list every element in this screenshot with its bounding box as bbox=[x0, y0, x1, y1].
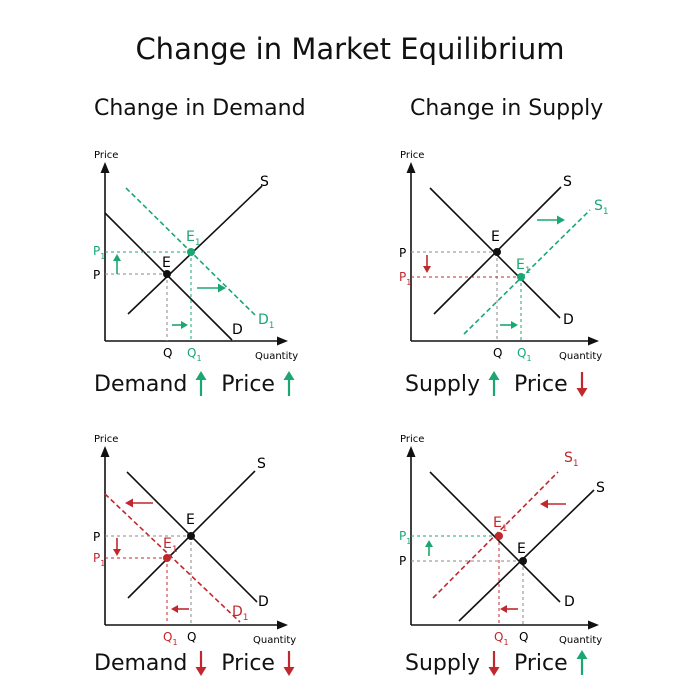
arrow-down-icon bbox=[488, 651, 500, 676]
equilibrium-e1 bbox=[517, 273, 525, 281]
summary-right-label: Price bbox=[221, 371, 275, 397]
tick-p1: P1 bbox=[93, 551, 105, 568]
tick-p1: P1 bbox=[93, 244, 105, 261]
axes bbox=[406, 446, 599, 630]
label-d1: D1 bbox=[258, 312, 275, 331]
equilibrium-e bbox=[519, 557, 527, 565]
section-title-demand: Change in Demand bbox=[94, 96, 306, 121]
tick-q1: Q1 bbox=[494, 630, 509, 647]
panel-supply-increase: Price Quantity S D S1 E E1 P P1 Q Q1 bbox=[386, 148, 700, 368]
label-e: E bbox=[162, 255, 171, 271]
label-s: S bbox=[563, 174, 572, 190]
label-e1: E1 bbox=[186, 229, 201, 248]
arrow-down-icon bbox=[576, 372, 588, 397]
axes bbox=[100, 446, 288, 630]
summary-left-label: Demand bbox=[94, 371, 188, 397]
demand-curve-d1 bbox=[104, 493, 241, 623]
equilibrium-e1 bbox=[495, 532, 503, 540]
summary-right-label: Price bbox=[513, 371, 568, 397]
panel-supply-decrease: Price Quantity S D S1 E E1 P1 P Q1 Q bbox=[386, 432, 700, 652]
arrow-up-icon bbox=[195, 371, 207, 396]
tick-q: Q bbox=[493, 346, 502, 360]
label-e1: E1 bbox=[516, 257, 531, 276]
x-axis-label: Quantity bbox=[559, 351, 602, 362]
equilibrium-e bbox=[493, 248, 501, 256]
summary-demand-increase: Demand Price bbox=[94, 367, 295, 401]
tick-q1: Q1 bbox=[187, 346, 202, 363]
equilibrium-e bbox=[163, 270, 171, 278]
shift-arrows bbox=[500, 215, 565, 329]
summary-right-label: Price bbox=[221, 650, 275, 676]
x-axis-label: Quantity bbox=[253, 635, 296, 646]
shift-arrows bbox=[113, 498, 189, 613]
label-d: D bbox=[563, 312, 574, 328]
label-e: E bbox=[517, 541, 526, 557]
y-axis-label: Price bbox=[400, 434, 424, 445]
axes bbox=[100, 162, 288, 346]
label-d: D bbox=[258, 594, 269, 610]
summary-supply-decrease: Supply Price bbox=[405, 646, 588, 680]
tick-p1: P1 bbox=[399, 270, 411, 287]
arrow-up-icon bbox=[576, 650, 588, 675]
x-axis-label: Quantity bbox=[559, 635, 602, 646]
arrow-up-icon bbox=[283, 371, 295, 396]
label-s1: S1 bbox=[594, 198, 609, 217]
summary-right-label: Price bbox=[513, 650, 568, 676]
summary-supply-increase: Supply Price bbox=[405, 367, 588, 401]
x-axis-label: Quantity bbox=[255, 351, 298, 362]
equilibrium-e bbox=[187, 532, 195, 540]
supply-curve-s bbox=[458, 489, 595, 622]
price-down-arrow bbox=[423, 255, 431, 273]
tick-p: P bbox=[93, 530, 100, 544]
arrow-down-icon bbox=[283, 651, 295, 676]
y-axis-label: Price bbox=[94, 434, 118, 445]
tick-q: Q bbox=[163, 346, 172, 360]
equilibrium-e1 bbox=[163, 554, 171, 562]
tick-q: Q bbox=[187, 630, 196, 644]
panel-demand-decrease: Price Quantity S D D1 E E1 P P1 Q1 Q bbox=[80, 432, 400, 652]
summary-left-label: Demand bbox=[94, 650, 188, 676]
axes bbox=[406, 162, 599, 346]
summary-left-label: Supply bbox=[405, 371, 480, 397]
label-d1: D1 bbox=[232, 604, 249, 623]
page-title: Change in Market Equilibrium bbox=[135, 32, 565, 66]
label-s: S bbox=[257, 456, 266, 472]
label-e1: E1 bbox=[493, 515, 508, 534]
demand-curve-d bbox=[429, 471, 561, 603]
label-s1: S1 bbox=[564, 450, 579, 469]
tick-p: P bbox=[399, 246, 406, 260]
tick-p1: P1 bbox=[399, 529, 411, 546]
tick-q1: Q1 bbox=[517, 346, 532, 363]
tick-p: P bbox=[399, 554, 406, 568]
label-e1: E1 bbox=[163, 536, 178, 555]
section-title-supply: Change in Supply bbox=[410, 96, 604, 121]
summary-demand-decrease: Demand Price bbox=[94, 646, 295, 680]
label-s: S bbox=[596, 480, 605, 496]
y-axis-label: Price bbox=[400, 150, 424, 161]
label-e: E bbox=[186, 512, 195, 528]
price-up-arrow bbox=[425, 540, 433, 556]
supply-curve-s bbox=[127, 185, 263, 315]
shift-arrows bbox=[113, 254, 226, 329]
y-axis-label: Price bbox=[94, 150, 118, 161]
equilibrium-e1 bbox=[187, 248, 195, 256]
arrow-up-icon bbox=[488, 371, 500, 396]
supply-curve-s1 bbox=[463, 209, 591, 335]
label-d: D bbox=[232, 322, 243, 338]
label-e: E bbox=[491, 229, 500, 245]
tick-p: P bbox=[93, 268, 100, 282]
label-d: D bbox=[564, 594, 575, 610]
summary-left-label: Supply bbox=[405, 650, 480, 676]
shift-arrows bbox=[500, 499, 566, 613]
tick-q1: Q1 bbox=[163, 630, 178, 647]
panel-demand-increase: Price Quantity S D D1 E E1 P P1 Q Q1 bbox=[80, 148, 400, 368]
label-s: S bbox=[260, 174, 269, 190]
tick-q: Q bbox=[519, 630, 528, 644]
arrow-down-icon bbox=[195, 651, 207, 676]
